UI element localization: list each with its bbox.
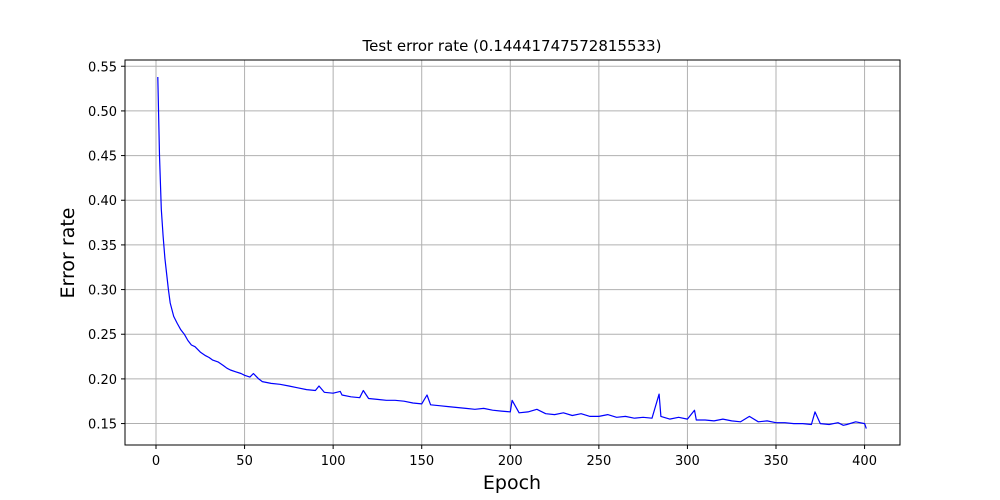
y-tick-label: 0.30	[88, 284, 117, 299]
x-tick-label: 0	[152, 454, 160, 469]
x-tick-label: 50	[236, 454, 253, 469]
x-tick-label: 300	[675, 454, 700, 469]
y-axis-title: Error rate	[57, 208, 79, 299]
x-tick-label: 400	[852, 454, 877, 469]
plot-frame	[124, 59, 901, 446]
x-tick-label: 250	[586, 454, 611, 469]
chart-title: Test error rate (0.14441747572815533)	[362, 37, 662, 55]
series-line	[157, 76, 867, 429]
x-tick-label: 100	[321, 454, 346, 469]
x-tick-label: 150	[409, 454, 434, 469]
y-tick-label: 0.45	[88, 150, 117, 165]
x-axis-title: Epoch	[483, 472, 541, 494]
grid-layer	[125, 60, 900, 445]
y-tick-label: 0.20	[88, 373, 117, 388]
y-tick-label: 0.40	[88, 194, 117, 209]
tick-layer: 0 50 100 150 200 250 300 350 400 0.15 0.20 0.25 0.30…	[88, 60, 877, 469]
y-tick-label: 0.25	[88, 328, 117, 343]
y-tick-label: 0.15	[88, 418, 117, 433]
x-tick-label: 200	[498, 454, 523, 469]
x-tick-label: 350	[764, 454, 789, 469]
y-tick-label: 0.50	[88, 105, 117, 120]
y-tick-label: 0.55	[88, 60, 117, 75]
y-tick-label: 0.35	[88, 239, 117, 254]
